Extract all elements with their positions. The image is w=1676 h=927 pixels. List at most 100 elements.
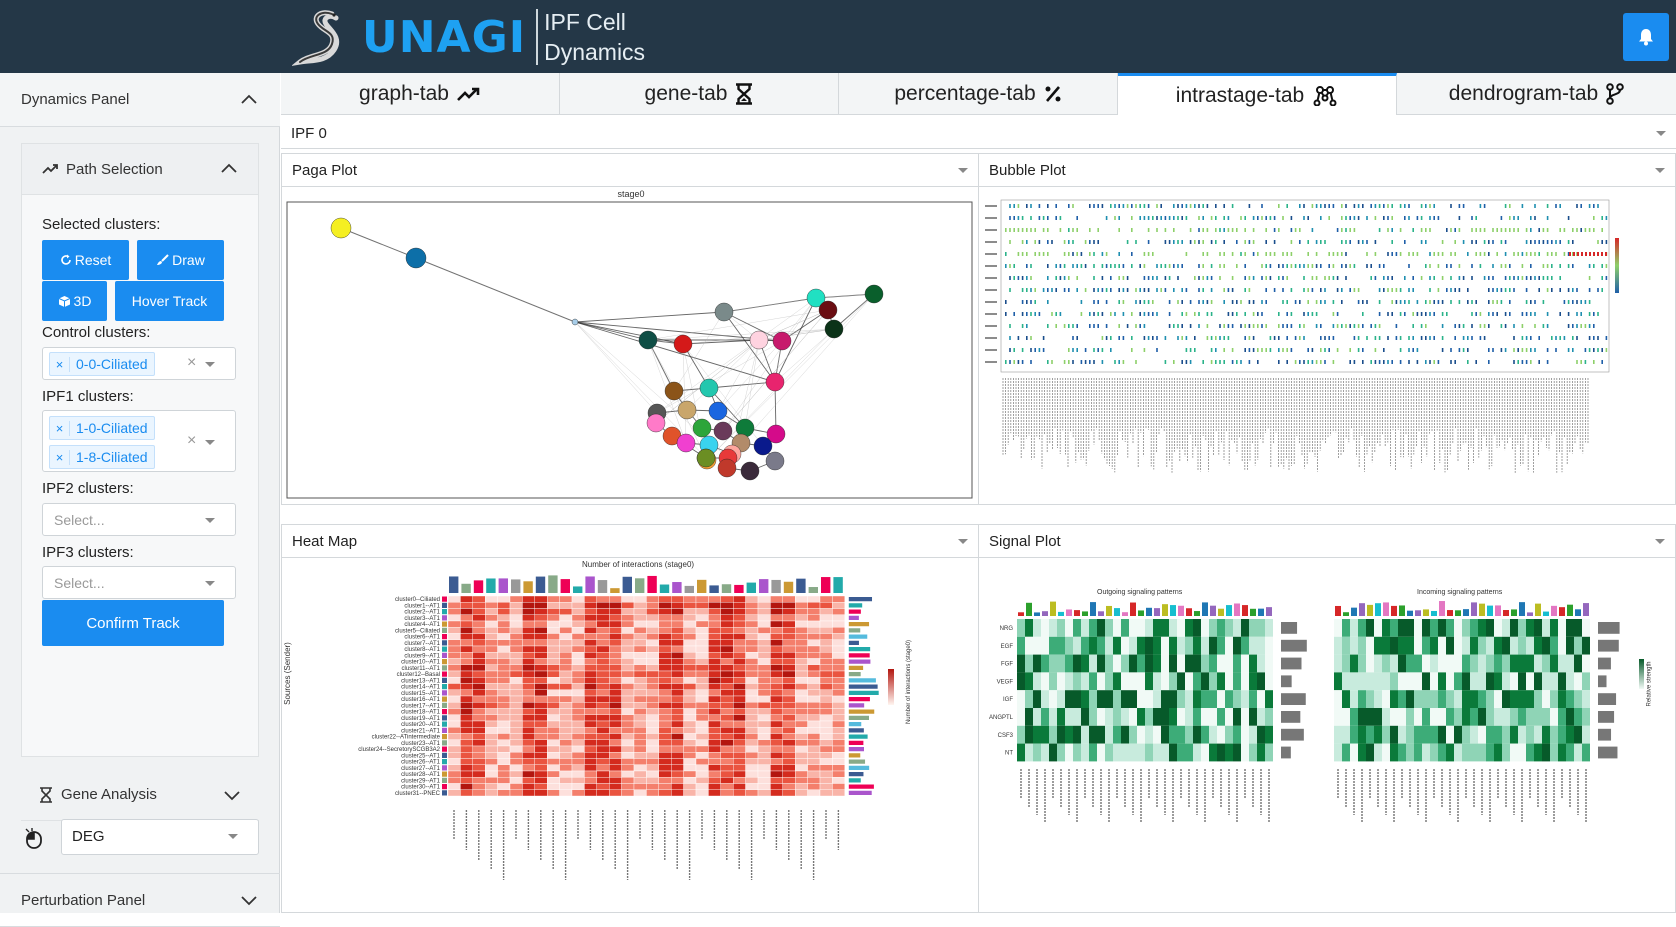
bubble-dot [1227,216,1230,220]
caret-down-icon[interactable] [205,440,215,445]
heatmap-cell [571,614,585,622]
ipf1-clusters-select[interactable]: × 1-0-Ciliated × 1-8-Ciliated × [42,410,236,472]
bubble-dot [1261,204,1263,208]
caret-down-icon[interactable] [205,518,215,523]
caret-down-icon[interactable] [1656,131,1666,136]
heatmap-cell [596,620,610,628]
bubble-dot [1534,216,1536,220]
bubble-dot [1055,288,1057,292]
bubble-dot [1391,360,1393,364]
signal-plot-header[interactable]: Signal Plot [979,525,1675,558]
heatmap-cell [819,720,833,728]
bubble-dot [1551,264,1553,268]
heatmap-cell [621,727,635,734]
bubble-dot [1013,228,1015,232]
signal-cell [1406,619,1414,637]
bubble-dot [1231,276,1234,280]
clear-icon[interactable]: × [187,432,197,449]
tab-gene[interactable]: gene-tab [560,73,839,115]
heatmap-cell [795,777,808,784]
bubble-dot [1429,300,1431,304]
bubble-dot [1567,288,1570,292]
paga-node [638,330,658,350]
bubble-plot-header[interactable]: Bubble Plot [979,154,1675,187]
hover-track-button[interactable]: Hover Track [115,281,224,321]
dynamics-panel-header[interactable]: Dynamics Panel [0,73,280,127]
notification-button[interactable] [1623,13,1669,61]
tab-label: graph-tab [359,82,449,105]
cluster-tag[interactable]: × 1-0-Ciliated [49,416,155,440]
bubble-dot [1437,252,1440,256]
heatmap-cell [782,745,796,753]
bubble-dot [1181,360,1183,364]
3d-button[interactable]: 3D [42,281,107,321]
signal-cell [1374,672,1382,691]
heatmap-cell [770,733,783,740]
bubble-dot [1231,348,1234,352]
bubble-dot [1538,288,1540,292]
bubble-dot [1261,216,1263,220]
heatmap-row-color [442,621,447,627]
bubble-dot [1286,204,1288,208]
confirm-track-button[interactable]: Confirm Track [42,600,224,646]
clear-icon[interactable]: × [187,354,197,371]
remove-tag-icon[interactable]: × [50,420,70,436]
tab-percentage[interactable]: percentage-tab [839,73,1118,115]
signal-cell [1470,636,1478,655]
heatmap-cell [509,602,523,609]
paga-plot-header[interactable]: Paga Plot [282,154,978,187]
heatmap-cell [683,639,697,647]
heatmap-cell [658,670,672,678]
analysis-method-select[interactable]: DEG [61,819,259,855]
bubble-dot [1278,276,1280,280]
bubble-dot [1530,336,1532,340]
heatmap-cell [633,789,647,797]
remove-tag-icon[interactable]: × [50,356,70,372]
bubble-dot [1227,336,1230,340]
heatmap-cell [584,708,597,715]
perturbation-panel-header[interactable]: Perturbation Panel [0,873,280,927]
heatmap-cell [683,608,697,615]
caret-down-icon[interactable] [228,834,238,839]
ipf3-clusters-select[interactable]: Select... [42,566,236,599]
tab-dendrogram[interactable]: dendrogram-tab [1397,73,1676,115]
signal-cell [1169,690,1177,708]
cluster-tag[interactable]: × 1-8-Ciliated [49,445,155,469]
caret-down-icon[interactable] [1655,539,1665,544]
signal-top-bar [1463,609,1469,616]
paga-node [405,247,427,269]
heatmap-cell [596,695,610,703]
heatmap-cell [708,608,721,615]
heatmap-cell [547,633,560,640]
heatmap-cell [584,627,597,634]
tab-graph[interactable]: graph-tab [281,73,560,115]
reset-button[interactable]: Reset [42,240,129,280]
caret-down-icon[interactable] [205,362,215,367]
tab-intrastage[interactable]: intrastage-tab [1118,73,1397,115]
bubble-dot [1177,204,1179,208]
caret-down-icon[interactable] [958,539,968,544]
ipf2-clusters-select[interactable]: Select... [42,503,236,536]
heatmap-cell [447,752,461,759]
heatmap-cell [671,720,684,728]
caret-down-icon[interactable] [1655,168,1665,173]
remove-tag-icon[interactable]: × [50,449,70,465]
bubble-dot [1467,252,1469,256]
caret-down-icon[interactable] [205,581,215,586]
signal-cell [1390,690,1398,708]
heatmap-cell [547,595,560,603]
heatmap-top-bar [585,576,595,593]
stage-select[interactable]: IPF 0 [281,117,1676,149]
signal-cell [1430,654,1438,673]
heatmap-row-label: cluster24--SecretorySCGB3A2 [358,747,440,753]
bubble-dot [1605,252,1607,256]
draw-button[interactable]: Draw [137,240,224,280]
heatmap-cell [460,627,473,634]
cluster-tag[interactable]: × 0-0-Ciliated [49,352,155,376]
heatmap-header[interactable]: Heat Map [282,525,978,558]
gene-analysis-header[interactable]: Gene Analysis [21,769,259,821]
path-selection-header[interactable]: Path Selection [22,144,258,195]
caret-down-icon[interactable] [958,168,968,173]
control-clusters-select[interactable]: × 0-0-Ciliated × [42,347,236,380]
